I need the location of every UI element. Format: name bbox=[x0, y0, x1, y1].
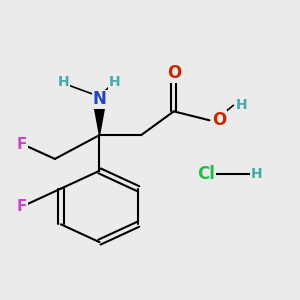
Text: N: N bbox=[92, 91, 106, 109]
Text: H: H bbox=[236, 98, 248, 112]
Text: H: H bbox=[251, 167, 263, 181]
Text: H: H bbox=[109, 75, 120, 88]
Text: O: O bbox=[212, 111, 227, 129]
Polygon shape bbox=[93, 100, 106, 135]
Text: F: F bbox=[17, 136, 27, 152]
Text: N: N bbox=[92, 91, 106, 109]
Text: Cl: Cl bbox=[197, 165, 215, 183]
Text: F: F bbox=[17, 199, 27, 214]
Text: H: H bbox=[58, 75, 70, 88]
Text: O: O bbox=[167, 64, 181, 82]
